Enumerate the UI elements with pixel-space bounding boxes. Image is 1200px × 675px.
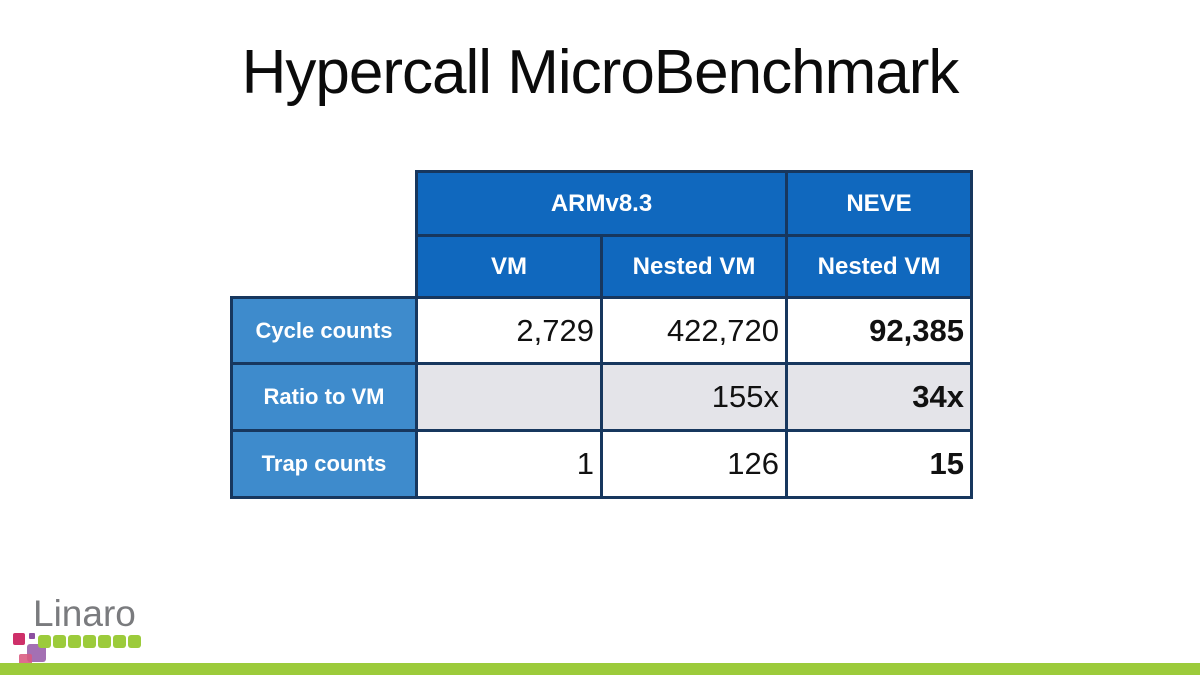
subheader-vm: VM [415, 234, 603, 299]
row-label-trap-counts: Trap counts [230, 429, 418, 499]
cell-cycle-nested-neve: 92,385 [785, 296, 973, 365]
column-group-neve: NEVE [785, 170, 973, 237]
logo-green-square-icon [38, 635, 51, 648]
cell-trap-nested-neve: 15 [785, 429, 973, 499]
cell-trap-nested-armv83: 126 [600, 429, 788, 499]
table-header-group-row: ARMv8.3 NEVE [232, 170, 973, 237]
cell-trap-vm: 1 [415, 429, 603, 499]
logo-green-square-icon [68, 635, 81, 648]
row-label-cycle-counts: Cycle counts [230, 296, 418, 365]
logo-green-square-icon [128, 635, 141, 648]
cell-cycle-nested-armv83: 422,720 [600, 296, 788, 365]
table-row-ratio-to-vm: Ratio to VM 155x 34x [230, 362, 973, 432]
cell-cycle-vm: 2,729 [415, 296, 603, 365]
table-row-cycle-counts: Cycle counts 2,729 422,720 92,385 [230, 296, 973, 365]
logo-green-squares-icon [38, 635, 141, 648]
table-corner-spacer-2 [232, 236, 417, 298]
linaro-logo: Linaro [0, 595, 180, 670]
cell-ratio-nested-neve: 34x [785, 362, 973, 432]
logo-green-square-icon [113, 635, 126, 648]
linaro-logo-text: Linaro [33, 593, 136, 634]
table-corner-spacer [232, 172, 417, 236]
logo-green-square-icon [83, 635, 96, 648]
subheader-nested-vm-neve: Nested VM [785, 234, 973, 299]
column-group-armv83: ARMv8.3 [415, 170, 788, 237]
table-subheader-row: VM Nested VM Nested VM [232, 234, 973, 299]
logo-green-square-icon [53, 635, 66, 648]
row-label-ratio-to-vm: Ratio to VM [230, 362, 418, 432]
subheader-nested-vm-armv83: Nested VM [600, 234, 788, 299]
footer-green-bar [0, 663, 1200, 675]
logo-green-square-icon [98, 635, 111, 648]
logo-small-purple-square-icon [29, 633, 35, 639]
logo-pink-square-icon [13, 633, 25, 645]
slide-title: Hypercall MicroBenchmark [241, 38, 960, 107]
benchmark-table: ARMv8.3 NEVE VM Nested VM Nested VM Cycl… [230, 170, 973, 499]
cell-ratio-nested-armv83: 155x [600, 362, 788, 432]
table-row-trap-counts: Trap counts 1 126 15 [230, 429, 973, 499]
cell-ratio-vm [415, 362, 603, 432]
